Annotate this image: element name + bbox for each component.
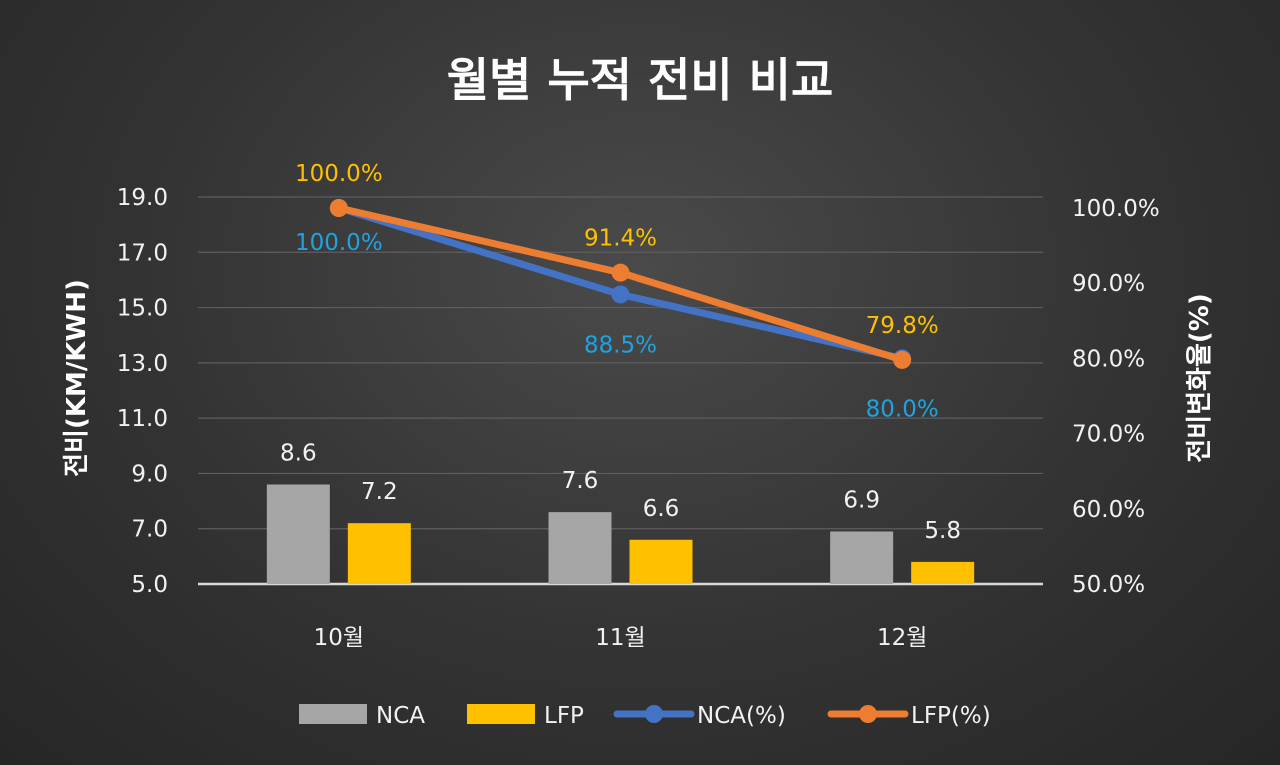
legend-label: LFP(%) xyxy=(911,703,991,729)
point-nca-2 xyxy=(611,285,630,304)
y-tick-label: 13.0 xyxy=(117,351,168,377)
gridlines xyxy=(198,196,1043,586)
bar-lfp-2 xyxy=(629,539,693,584)
x-tick-label: 10월 xyxy=(314,625,364,651)
bar-label: 6.9 xyxy=(843,487,880,513)
y2-axis-ticks: 50.0% 60.0% 70.0% 80.0% 90.0% 100.0% xyxy=(1072,196,1160,598)
point-lfp-1 xyxy=(329,199,348,217)
bar-label: 7.6 xyxy=(562,468,599,494)
y2-axis-title: 전비변화율(%) xyxy=(1185,293,1215,462)
bar-label: 5.8 xyxy=(924,518,961,544)
lines xyxy=(329,199,912,369)
y2-tick-label: 80.0% xyxy=(1072,346,1145,372)
line-label: 100.0% xyxy=(295,230,383,256)
legend-label: NCA xyxy=(376,703,425,729)
x-tick-label: 12월 xyxy=(877,625,927,651)
line-label: 100.0% xyxy=(295,161,383,187)
legend-label: NCA(%) xyxy=(697,703,786,729)
y-tick-label: 11.0 xyxy=(117,406,168,432)
bar-nca-3 xyxy=(830,531,894,584)
legend-marker xyxy=(859,705,877,723)
y-tick-label: 15.0 xyxy=(117,296,168,322)
y2-tick-label: 90.0% xyxy=(1072,271,1145,297)
y2-tick-label: 50.0% xyxy=(1072,572,1145,598)
line-label: 91.4% xyxy=(584,226,657,252)
y-tick-label: 9.0 xyxy=(131,461,168,487)
bar-nca-1 xyxy=(266,484,330,584)
legend: NCA LFP NCA(%) LFP(%) xyxy=(299,703,991,729)
y-tick-label: 5.0 xyxy=(131,572,168,598)
data-labels: 8.6 7.6 6.9 7.2 6.6 5.8 100.0% 88.5% 80.0% 100.0%… xyxy=(280,161,961,544)
y-tick-label: 19.0 xyxy=(117,185,168,211)
y-axis-title: 전비(KM/KWH) xyxy=(62,279,92,477)
bar-lfp-3 xyxy=(911,561,975,584)
x-tick-label: 11월 xyxy=(595,625,645,651)
y-tick-label: 17.0 xyxy=(117,240,168,266)
bar-label: 7.2 xyxy=(361,479,398,505)
bar-nca-2 xyxy=(548,512,612,584)
y2-tick-label: 100.0% xyxy=(1072,196,1160,222)
point-lfp-2 xyxy=(611,263,630,282)
line-label: 79.8% xyxy=(866,313,939,339)
chart-title: 월별 누적 전비 비교 xyxy=(447,53,834,107)
legend-swatch xyxy=(299,704,367,724)
legend-label: LFP xyxy=(544,703,584,729)
line-label: 80.0% xyxy=(866,396,939,422)
point-lfp-3 xyxy=(893,350,912,369)
bars xyxy=(266,484,975,584)
bar-lfp-1 xyxy=(347,523,411,584)
y-tick-label: 7.0 xyxy=(131,517,168,543)
y-axis-ticks: 5.0 7.0 9.0 11.0 13.0 15.0 17.0 19.0 xyxy=(117,185,168,598)
bar-label: 6.6 xyxy=(643,496,680,522)
y2-tick-label: 60.0% xyxy=(1072,497,1145,523)
y2-tick-label: 70.0% xyxy=(1072,422,1145,448)
legend-swatch xyxy=(467,704,535,724)
legend-marker xyxy=(645,705,663,723)
x-axis-ticks: 10월 11월 12월 xyxy=(314,625,928,651)
bar-label: 8.6 xyxy=(280,440,317,466)
line-label: 88.5% xyxy=(584,332,657,358)
